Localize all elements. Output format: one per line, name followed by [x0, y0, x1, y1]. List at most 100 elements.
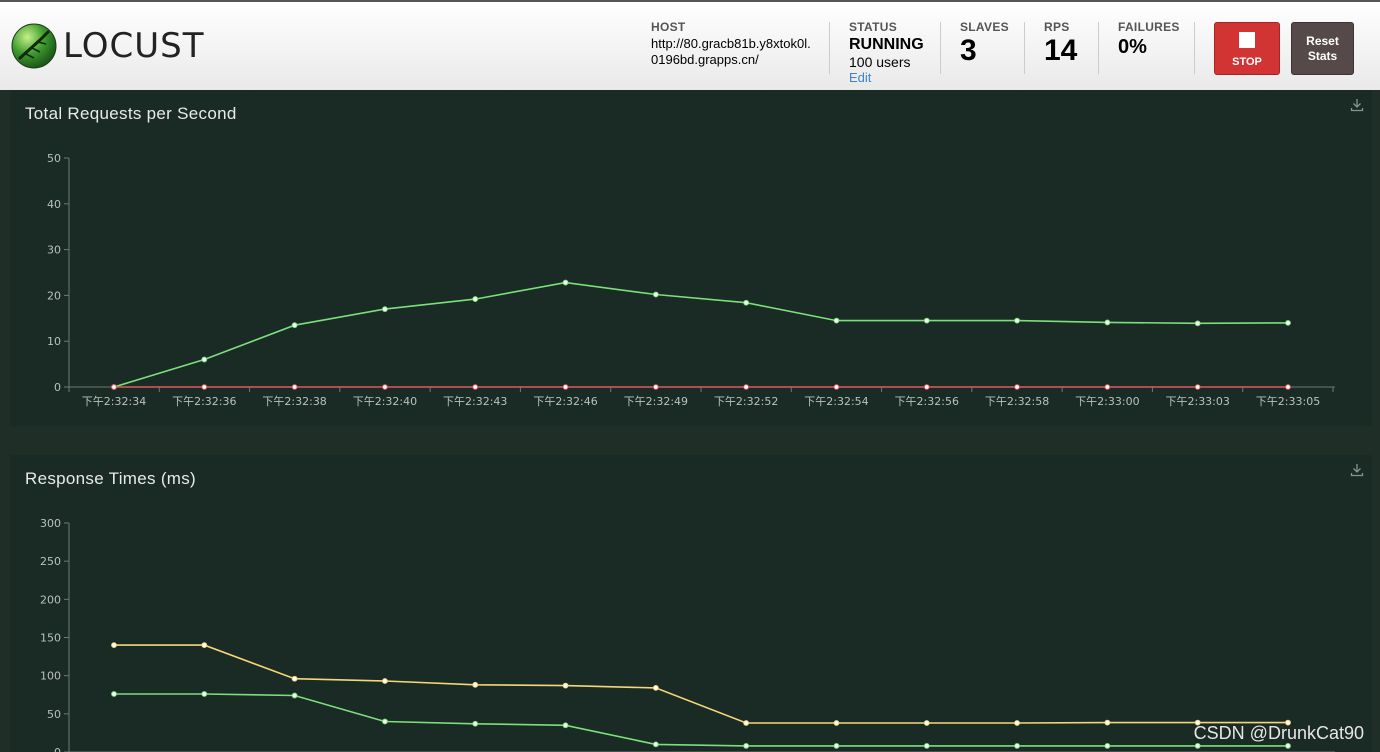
data-point	[472, 681, 479, 688]
data-point	[201, 384, 208, 390]
x-tick-label: 下午2:32:49	[624, 395, 688, 408]
watermark: CSDN @DrunkCat90	[1193, 723, 1364, 743]
data-point	[562, 279, 569, 286]
y-tick-label: 50	[47, 152, 61, 165]
download-icon[interactable]	[1350, 98, 1364, 112]
series-line	[113, 281, 1289, 388]
data-point	[1194, 320, 1201, 327]
data-point	[1194, 742, 1201, 749]
data-point	[291, 675, 298, 682]
user-count: 100 users	[849, 54, 911, 70]
series-line	[114, 644, 1288, 724]
data-point	[1104, 384, 1111, 390]
rps-stat: RPS 14	[1044, 20, 1077, 68]
data-point	[1285, 319, 1291, 326]
x-tick-label: 下午2:32:38	[262, 395, 326, 408]
top-header: LOCUST HOST http://80.gracb81b.y8xtok0l.…	[0, 0, 1380, 90]
data-point	[1014, 742, 1020, 749]
data-point	[472, 384, 479, 390]
data-point	[1285, 384, 1291, 390]
y-tick-label: 0	[54, 381, 61, 394]
data-point	[1014, 720, 1020, 726]
data-point	[923, 384, 930, 390]
data-point	[833, 720, 840, 726]
data-point	[1285, 719, 1291, 726]
divider	[940, 22, 941, 74]
x-tick-label: 下午2:32:40	[353, 395, 417, 408]
data-point	[1104, 742, 1111, 749]
slaves-value: 3	[960, 34, 977, 67]
status-value: RUNNING	[849, 36, 924, 53]
rps-chart: 0 10 20 30 40 50 下午2:32:34 下午2:32:36 下午2:32:38 下午…	[47, 152, 1335, 408]
y-tick-label: 40	[47, 198, 61, 211]
y-tick-label: 100	[40, 670, 61, 683]
y-tick-label: 50	[47, 708, 61, 721]
stop-square-icon	[1239, 32, 1255, 48]
stop-label: STOP	[1232, 56, 1262, 68]
x-tick-label: 下午2:33:05	[1256, 395, 1320, 408]
x-tick-label: 下午2:32:54	[804, 395, 868, 408]
brand-name: LOCUST	[63, 26, 205, 66]
data-point	[652, 291, 659, 298]
data-point	[472, 720, 479, 727]
failures-stat: FAILURES 0%	[1118, 20, 1180, 60]
data-point	[923, 742, 930, 749]
data-point	[201, 691, 208, 697]
data-point	[562, 682, 569, 689]
locust-logo-icon	[11, 23, 57, 69]
x-tick-label: 下午2:32:36	[172, 395, 236, 408]
data-point	[291, 692, 298, 699]
data-point	[833, 317, 840, 324]
x-tick-label: 下午2:32:56	[895, 395, 959, 408]
data-point	[111, 384, 117, 390]
response-times-chart: 0 50 100 150 200 250 300	[40, 517, 1335, 752]
failures-label: FAILURES	[1118, 20, 1180, 34]
data-point	[201, 642, 208, 649]
status-label: STATUS	[849, 20, 898, 34]
x-tick-label: 下午2:33:03	[1165, 395, 1229, 408]
data-point	[382, 718, 388, 725]
series-line	[114, 693, 1288, 747]
data-point	[743, 720, 750, 726]
data-point	[1194, 384, 1201, 390]
host-value: http://80.gracb81b.y8xtok0l.0196bd.grapp…	[651, 36, 811, 67]
data-point	[743, 299, 750, 306]
x-tick-label: 下午2:32:34	[82, 395, 146, 408]
x-tick-label: 下午2:32:43	[443, 395, 507, 408]
reset-stats-button[interactable]: Reset Stats	[1291, 22, 1354, 75]
data-point	[652, 684, 659, 691]
divider	[1098, 22, 1099, 74]
rps-chart-title: Total Requests per Second	[25, 104, 237, 123]
data-point	[382, 384, 388, 390]
y-tick-label: 150	[40, 632, 61, 645]
data-point	[291, 322, 298, 329]
rps-label: RPS	[1044, 20, 1070, 34]
host-label: HOST	[651, 20, 686, 34]
data-point	[652, 384, 659, 390]
x-tick-label: 下午2:32:52	[714, 395, 778, 408]
data-point	[833, 384, 840, 390]
data-point	[562, 722, 569, 729]
stats-label: Stats	[1307, 49, 1338, 63]
y-tick-label: 20	[47, 289, 61, 302]
reset-label: Reset	[1306, 34, 1339, 48]
response-times-chart-title: Response Times (ms)	[25, 469, 197, 488]
stop-button[interactable]: STOP	[1214, 22, 1280, 75]
data-point	[1285, 742, 1291, 749]
download-icon[interactable]	[1350, 463, 1364, 477]
edit-link[interactable]: Edit	[849, 70, 872, 85]
data-point	[291, 384, 298, 390]
data-point	[833, 742, 840, 749]
data-point	[382, 678, 388, 684]
data-point	[923, 720, 930, 726]
slaves-stat: SLAVES 3	[960, 20, 1009, 68]
data-point	[382, 306, 388, 313]
failures-value: 0%	[1118, 36, 1147, 58]
slaves-label: SLAVES	[960, 20, 1009, 34]
divider	[829, 22, 830, 74]
rps-chart-panel: 0 10 20 30 40 50 下午2:32:34 下午2:32:36 下午2:32:38 下午…	[10, 90, 1372, 426]
y-tick-label: 30	[47, 244, 61, 257]
host-stat: HOST http://80.gracb81b.y8xtok0l.0196bd.…	[651, 20, 816, 68]
data-point	[1104, 719, 1111, 726]
data-point	[472, 296, 479, 302]
